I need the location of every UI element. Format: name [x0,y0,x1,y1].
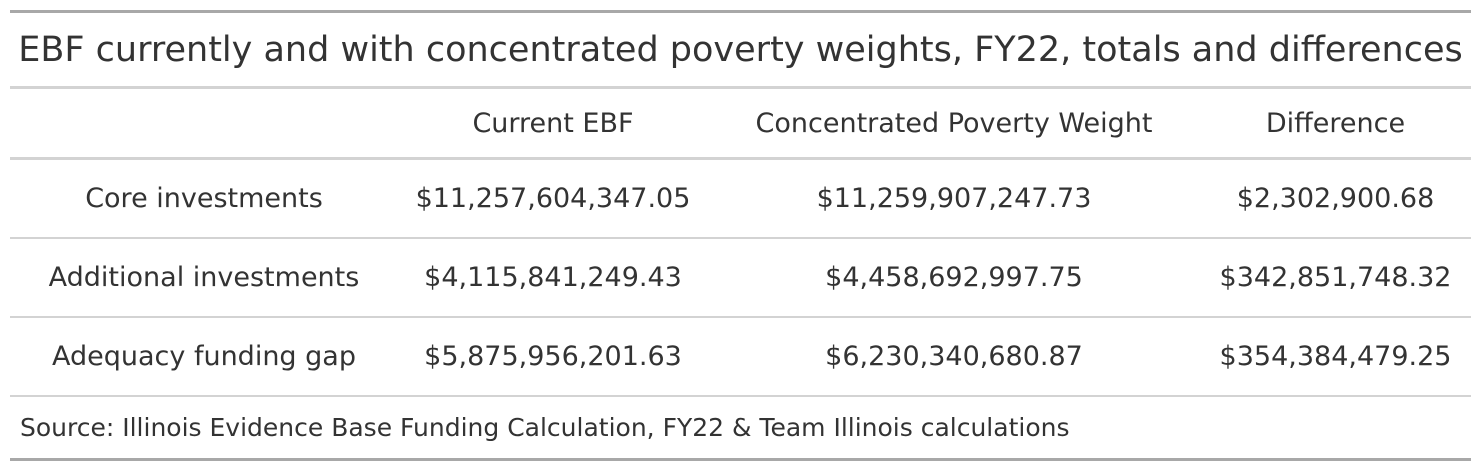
cell-difference: $354,384,479.25 [1200,317,1471,397]
header-concentrated-poverty-weight: Concentrated Poverty Weight [708,89,1200,160]
row-label: Adequacy funding gap [10,317,398,397]
cell-concentrated-poverty-weight: $4,458,692,997.75 [708,238,1200,318]
source-note: Source: Illinois Evidence Base Funding C… [20,413,1070,442]
cell-concentrated-poverty-weight: $11,259,907,247.73 [708,158,1200,239]
header-row: Current EBF Concentrated Poverty Weight … [10,89,1471,160]
ebf-table: EBF currently and with concentrated pove… [10,10,1471,461]
cell-current-ebf: $4,115,841,249.43 [398,238,708,318]
cell-current-ebf: $11,257,604,347.05 [398,158,708,239]
table-row: Core investments $11,257,604,347.05 $11,… [10,158,1471,239]
header-difference: Difference [1200,89,1471,160]
table-row: Adequacy funding gap $5,875,956,201.63 $… [10,317,1471,397]
data-table: Current EBF Concentrated Poverty Weight … [10,89,1471,397]
cell-concentrated-poverty-weight: $6,230,340,680.87 [708,317,1200,397]
cell-difference: $2,302,900.68 [1200,158,1471,239]
row-label: Additional investments [10,238,398,318]
cell-current-ebf: $5,875,956,201.63 [398,317,708,397]
header-stub [10,89,398,160]
cell-difference: $342,851,748.32 [1200,238,1471,318]
table-row: Additional investments $4,115,841,249.43… [10,238,1471,318]
table-title: EBF currently and with concentrated pove… [10,13,1471,89]
row-label: Core investments [10,158,398,239]
header-current-ebf: Current EBF [398,89,708,160]
